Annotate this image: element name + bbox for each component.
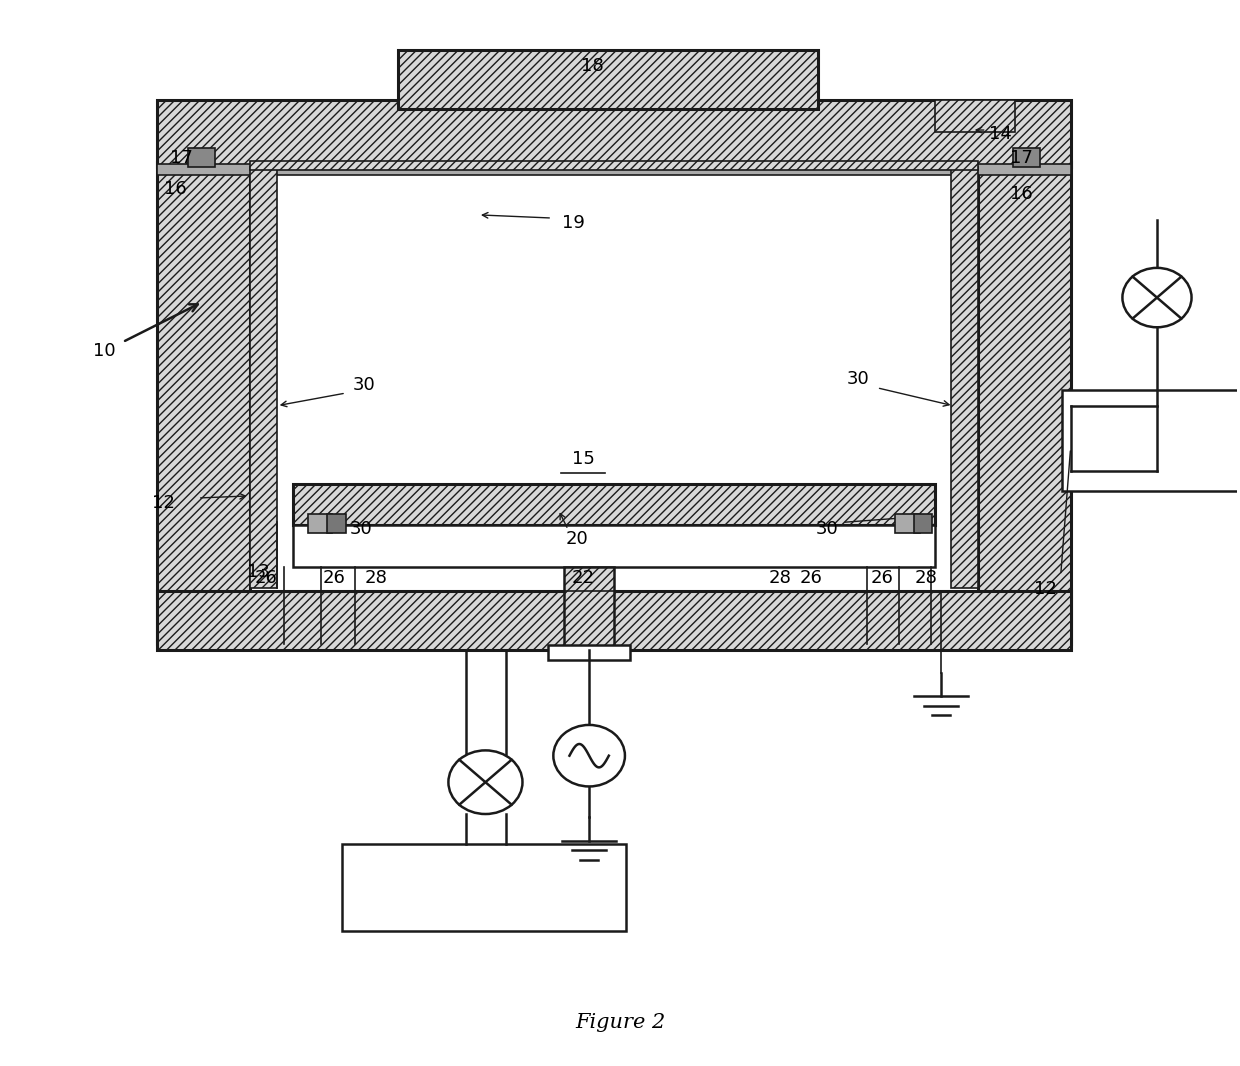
Text: 12: 12 xyxy=(1034,580,1058,598)
Text: 30: 30 xyxy=(816,520,838,537)
Text: 14: 14 xyxy=(988,126,1012,143)
Text: 30: 30 xyxy=(350,520,372,537)
Text: 26: 26 xyxy=(870,568,893,586)
Text: 22: 22 xyxy=(572,568,594,586)
Text: 30: 30 xyxy=(353,375,376,393)
Text: 13: 13 xyxy=(247,563,270,581)
Bar xyxy=(342,843,626,931)
Bar xyxy=(914,514,932,533)
Text: 19: 19 xyxy=(562,214,584,232)
Bar xyxy=(249,161,978,171)
Text: 28: 28 xyxy=(915,568,937,586)
Text: 28: 28 xyxy=(365,568,387,586)
Bar xyxy=(249,167,978,592)
Bar xyxy=(188,148,215,167)
Bar xyxy=(157,162,249,644)
Bar xyxy=(157,164,1070,175)
Text: 10: 10 xyxy=(93,341,115,359)
Circle shape xyxy=(1122,268,1192,327)
Text: 15: 15 xyxy=(572,450,594,468)
Text: Figure 2: Figure 2 xyxy=(575,1014,665,1033)
Bar xyxy=(978,162,1070,644)
Bar xyxy=(1013,148,1039,167)
Bar xyxy=(895,514,920,533)
Text: 26: 26 xyxy=(800,568,823,586)
Bar xyxy=(157,100,1070,167)
Text: 17: 17 xyxy=(1009,148,1033,166)
Text: 18: 18 xyxy=(582,58,604,76)
Bar xyxy=(157,592,1070,649)
Bar xyxy=(935,100,1016,132)
Bar xyxy=(398,50,817,109)
Bar xyxy=(548,645,630,660)
Bar xyxy=(951,167,978,588)
Text: 16: 16 xyxy=(164,180,187,198)
Text: 26: 26 xyxy=(254,568,278,586)
Circle shape xyxy=(449,750,522,814)
Circle shape xyxy=(553,725,625,787)
Bar xyxy=(293,484,935,524)
Text: 17: 17 xyxy=(170,148,193,166)
Text: 12: 12 xyxy=(151,495,175,513)
Text: 26: 26 xyxy=(322,568,345,586)
Text: 30: 30 xyxy=(847,370,869,388)
Bar xyxy=(308,514,332,533)
Text: 28: 28 xyxy=(769,568,792,586)
Bar xyxy=(1061,390,1240,490)
Bar xyxy=(327,514,346,533)
Bar xyxy=(249,167,277,588)
Bar xyxy=(564,567,614,649)
Text: 16: 16 xyxy=(1009,184,1033,203)
Text: 20: 20 xyxy=(565,531,588,548)
Bar xyxy=(293,524,935,567)
